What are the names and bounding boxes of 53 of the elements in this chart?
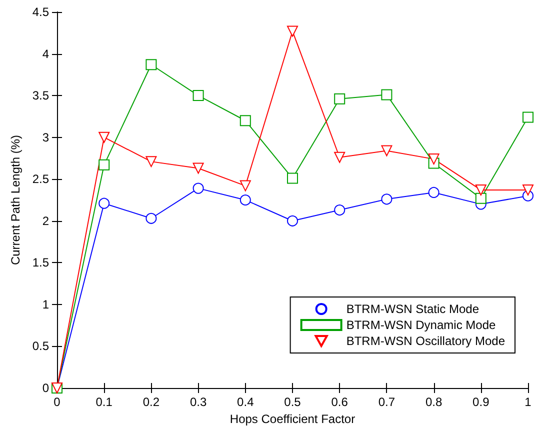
point bbox=[146, 212, 157, 224]
x-tick-label: 0.5 bbox=[284, 395, 302, 409]
point bbox=[98, 132, 110, 143]
point bbox=[428, 186, 440, 198]
y-tick-label: 1.5 bbox=[32, 256, 50, 270]
point bbox=[98, 159, 110, 170]
y-tick-label: 2.5 bbox=[32, 172, 50, 186]
point bbox=[146, 156, 157, 168]
y-tick-label: 4 bbox=[42, 46, 50, 61]
point bbox=[287, 215, 298, 226]
legend-label: BTRM-WSN Oscillatory Mode bbox=[346, 334, 506, 348]
y-tick-label: 4.5 bbox=[32, 5, 50, 19]
point bbox=[381, 194, 392, 205]
point bbox=[98, 198, 110, 209]
x-tick-label: 0.7 bbox=[378, 395, 396, 409]
x-tick-label: 0.4 bbox=[237, 395, 254, 409]
x-tick-label: 0 bbox=[54, 395, 61, 409]
x-tick-label: 0.2 bbox=[142, 395, 160, 409]
point bbox=[287, 172, 298, 184]
point bbox=[522, 112, 534, 123]
legend-label: BTRM-WSN Dynamic Mode bbox=[346, 318, 496, 332]
y-tick-label: 0 bbox=[42, 381, 50, 395]
point bbox=[192, 90, 204, 102]
y-axis-title: Current Path Length (%) bbox=[8, 134, 22, 266]
point bbox=[287, 26, 298, 37]
legend-label: BTRM-WSN Static Mode bbox=[346, 302, 480, 316]
point bbox=[192, 162, 204, 174]
x-tick-label: 0.8 bbox=[425, 395, 442, 409]
point bbox=[428, 154, 440, 165]
point bbox=[240, 180, 251, 192]
point bbox=[146, 59, 157, 70]
point bbox=[334, 204, 346, 216]
point bbox=[334, 93, 346, 104]
point bbox=[240, 194, 251, 206]
y-tick-label: 0.5 bbox=[32, 339, 50, 354]
y-tick-label: 3 bbox=[42, 130, 50, 144]
point bbox=[381, 89, 392, 100]
point bbox=[522, 184, 534, 196]
x-tick-label: 0.3 bbox=[190, 395, 207, 409]
x-tick-label: 0.6 bbox=[331, 395, 348, 409]
x-axis-title: Hops Coefficient Factor bbox=[230, 412, 356, 426]
x-tick-label: 0.1 bbox=[96, 395, 113, 409]
point bbox=[334, 152, 346, 163]
point bbox=[192, 182, 204, 194]
point bbox=[475, 192, 486, 204]
y-tick-label: 3.5 bbox=[32, 88, 50, 103]
point bbox=[381, 145, 392, 156]
y-tick-label: 2 bbox=[42, 214, 50, 228]
x-tick-label: 1 bbox=[524, 395, 532, 409]
x-tick-label: 0.9 bbox=[472, 395, 490, 409]
point bbox=[475, 184, 486, 196]
y-tick-label: 1 bbox=[42, 297, 50, 312]
point bbox=[240, 115, 251, 126]
